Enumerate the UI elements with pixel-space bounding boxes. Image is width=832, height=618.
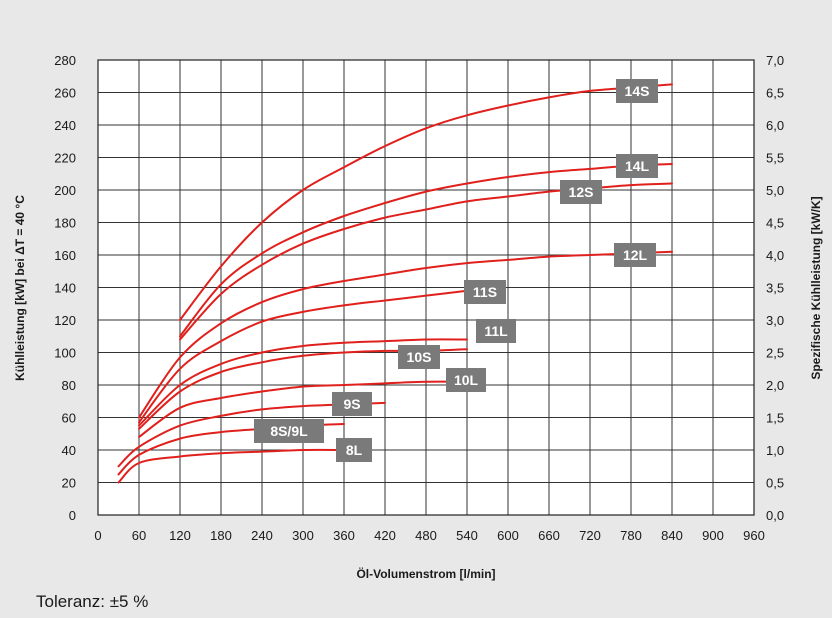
y-tick-label: 180	[54, 216, 76, 231]
series-label-12L: 12L	[614, 243, 656, 267]
series-label-box	[616, 154, 658, 178]
x-tick-label: 60	[132, 528, 146, 543]
x-tick-label: 780	[620, 528, 642, 543]
x-tick-label: 180	[210, 528, 232, 543]
y-tick-label: 280	[54, 53, 76, 68]
series-label-text: 9S	[343, 396, 360, 412]
x-tick-label: 660	[538, 528, 560, 543]
series-label-text: 12S	[569, 184, 594, 200]
series-label-text: 8S/9L	[270, 423, 308, 439]
y-tick-label: 160	[54, 248, 76, 263]
y2-tick-label: 1,0	[766, 443, 784, 458]
series-label-11L: 11L	[476, 319, 516, 343]
y-tick-label: 80	[62, 378, 76, 393]
series-label-text: 11L	[484, 323, 508, 339]
y2-tick-label: 2,5	[766, 346, 784, 361]
y2-tick-label: 2,0	[766, 378, 784, 393]
series-label-box	[616, 79, 658, 103]
y2-tick-label: 6,0	[766, 118, 784, 133]
y-tick-label: 220	[54, 151, 76, 166]
x-tick-label: 900	[702, 528, 724, 543]
y-tick-label: 120	[54, 313, 76, 328]
series-label-14L: 14L	[616, 154, 658, 178]
y2-tick-label: 3,5	[766, 281, 784, 296]
series-label-12S: 12S	[560, 180, 602, 204]
series-labels: 14S 14L 12S 12L 11S 11L 10S 10L 9S 8S/9L 8L	[254, 79, 658, 462]
y-tick-label: 60	[62, 411, 76, 426]
y2-tick-label: 5,5	[766, 151, 784, 166]
x-tick-label: 480	[415, 528, 437, 543]
series-label-14S: 14S	[616, 79, 658, 103]
series-label-box	[476, 319, 516, 343]
series-line-12L	[138, 250, 673, 419]
x-tick-label: 300	[292, 528, 314, 543]
y-tick-labels: 0 20 40 60 80 100 120 140 160 180 200 220 240 260 280	[54, 53, 76, 523]
y2-tick-label: 0,5	[766, 476, 784, 491]
y-axis-title: Kühlleistung [kW] bei ΔT = 40 °C	[13, 195, 27, 381]
x-tick-label: 240	[251, 528, 273, 543]
x-tick-label: 840	[661, 528, 683, 543]
series-label-box	[336, 438, 372, 462]
x-tick-label: 120	[169, 528, 191, 543]
series-label-10L: 10L	[446, 368, 486, 392]
series-label-box	[332, 392, 372, 416]
tolerance-note: Toleranz: ±5 %	[36, 592, 149, 611]
x-tick-label: 0	[94, 528, 101, 543]
y2-tick-labels: 0,0 0,5 1,0 1,5 2,0 2,5 3,0 3,5 4,0 4,5 5,0 5,5 6,0 6…	[766, 53, 784, 523]
y-tick-label: 240	[54, 118, 76, 133]
x-tick-label: 540	[456, 528, 478, 543]
x-tick-label: 360	[333, 528, 355, 543]
y2-tick-label: 7,0	[766, 53, 784, 68]
y2-tick-label: 1,5	[766, 411, 784, 426]
x-tick-label: 600	[497, 528, 519, 543]
plot-frame	[97, 59, 755, 516]
y2-tick-label: 5,0	[766, 183, 784, 198]
x-tick-label: 420	[374, 528, 396, 543]
y-tick-label: 20	[62, 476, 76, 491]
series-label-box	[254, 419, 324, 443]
y2-tick-label: 4,0	[766, 248, 784, 263]
series-line-14L	[179, 163, 673, 338]
series-label-10S: 10S	[398, 345, 440, 369]
series-label-text: 11S	[473, 284, 497, 300]
series-line-10L	[138, 380, 468, 438]
y2-axis-title: Spezifische Kühlleistung [kW/K]	[809, 196, 823, 379]
series-label-text: 10S	[407, 349, 432, 365]
series-label-11S: 11S	[464, 280, 506, 304]
y-tick-label: 200	[54, 183, 76, 198]
series-line-11L	[138, 338, 468, 427]
series-label-8L: 8L	[336, 438, 372, 462]
series-label-8S-9L: 8S/9L	[254, 419, 324, 443]
series-label-box	[614, 243, 656, 267]
y-tick-label: 0	[69, 508, 76, 523]
series-label-text: 14L	[625, 158, 650, 174]
series-line-11S	[138, 289, 468, 424]
series-label-box	[446, 368, 486, 392]
y-tick-label: 140	[54, 281, 76, 296]
series-label-text: 14S	[625, 83, 650, 99]
y2-tick-label: 4,5	[766, 216, 784, 231]
y2-tick-label: 0,0	[766, 508, 784, 523]
y-tick-label: 40	[62, 443, 76, 458]
series-label-9S: 9S	[332, 392, 372, 416]
y2-tick-label: 3,0	[766, 313, 784, 328]
series-label-box	[464, 280, 506, 304]
series-line-8L	[117, 448, 345, 484]
series-label-box	[560, 180, 602, 204]
x-axis-title: Öl-Volumenstrom [l/min]	[356, 566, 495, 581]
x-tick-label: 960	[743, 528, 765, 543]
x-tick-labels: 0 60 120 180 240 300 360 420 480 540 600 660 720 780 8…	[94, 528, 764, 543]
y2-tick-label: 6,5	[766, 86, 784, 101]
series-label-text: 10L	[454, 372, 479, 388]
y-tick-label: 260	[54, 86, 76, 101]
y-tick-label: 100	[54, 346, 76, 361]
series-label-box	[398, 345, 440, 369]
series-line-14S	[179, 83, 673, 321]
series-label-text: 12L	[623, 247, 648, 263]
series-label-text: 8L	[346, 442, 363, 458]
x-tick-label: 720	[579, 528, 601, 543]
